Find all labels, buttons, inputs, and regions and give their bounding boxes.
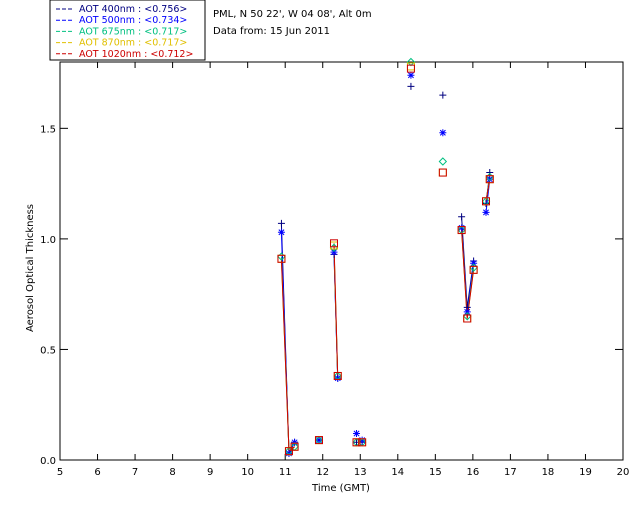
- plus-marker: [407, 82, 415, 90]
- x-tick-label: 19: [579, 467, 592, 478]
- asterisk-marker: [486, 175, 494, 183]
- series-line: [333, 243, 339, 377]
- y-tick-label: 1.5: [40, 124, 56, 135]
- square-marker: [438, 168, 447, 177]
- x-tick-label: 13: [354, 467, 367, 478]
- asterisk-marker: [482, 208, 490, 216]
- y-tick-label: 0.5: [40, 345, 56, 356]
- square-marker: [314, 436, 323, 445]
- plus-marker: [458, 213, 466, 221]
- plus-marker: [439, 91, 447, 99]
- asterisk-marker: [291, 438, 299, 446]
- square-marker: [469, 265, 478, 274]
- square-marker: [482, 197, 491, 206]
- x-tick-label: 9: [207, 467, 213, 478]
- asterisk-marker: [315, 436, 323, 444]
- asterisk-marker: [407, 71, 415, 79]
- asterisk-marker: [330, 248, 338, 256]
- asterisk-marker: [463, 308, 471, 316]
- x-tick-label: 6: [94, 467, 100, 478]
- square-marker: [406, 64, 415, 73]
- asterisk-marker: [439, 129, 447, 137]
- asterisk-marker: [277, 228, 285, 236]
- asterisk-marker: [334, 374, 342, 382]
- x-tick-label: 20: [617, 467, 630, 478]
- square-marker: [485, 175, 494, 184]
- plus-marker: [486, 169, 494, 177]
- asterisk-marker: [358, 436, 366, 444]
- legend-entry: AOT 675nm : <0.717>: [79, 26, 187, 37]
- square-marker: [438, 168, 447, 177]
- site-line: PML, N 50 22', W 04 08', Alt 0m: [213, 9, 372, 20]
- x-tick-label: 10: [241, 467, 254, 478]
- x-tick-label: 12: [316, 467, 329, 478]
- asterisk-marker: [470, 259, 478, 267]
- square-marker: [329, 239, 338, 248]
- date-line: Data from: 15 Jun 2011: [213, 26, 330, 37]
- legend-entry: AOT 500nm : <0.734>: [79, 15, 187, 26]
- series-markers: [277, 57, 494, 457]
- plus-marker: [277, 219, 285, 227]
- y-tick-label: 0.0: [40, 456, 56, 467]
- legend-entry: AOT 870nm : <0.717>: [79, 38, 187, 49]
- square-marker: [358, 438, 367, 447]
- series-line: [461, 229, 475, 319]
- square-marker: [457, 226, 466, 235]
- x-tick-label: 7: [132, 467, 138, 478]
- x-tick-label: 14: [391, 467, 404, 478]
- plus-marker: [482, 200, 490, 208]
- x-tick-label: 17: [504, 467, 517, 478]
- square-marker: [463, 314, 472, 323]
- y-axis-label: Aerosol Optical Thickness: [25, 204, 36, 332]
- x-axis-label: Time (GMT): [311, 483, 370, 494]
- asterisk-marker: [285, 449, 293, 457]
- x-tick-label: 11: [279, 467, 292, 478]
- legend-entry: AOT 1020nm : <0.712>: [79, 49, 193, 60]
- x-axis: 5 6 7 8 9 10 11 12 13 14 15 16 17 18 19 20: [57, 62, 630, 478]
- square-marker: [333, 371, 342, 380]
- x-tick-label: 16: [466, 467, 479, 478]
- square-marker: [290, 442, 299, 451]
- x-tick-label: 8: [169, 467, 175, 478]
- x-tick-label: 15: [429, 467, 442, 478]
- asterisk-marker: [353, 429, 361, 437]
- legend-entry: AOT 400nm : <0.756>: [79, 4, 187, 15]
- series-lines: [280, 172, 491, 454]
- square-marker: [284, 447, 293, 456]
- square-marker: [277, 254, 286, 263]
- legend-box: [49, 0, 206, 61]
- legend: AOT 400nm : <0.756>AOT 500nm : <0.734>AO…: [56, 4, 193, 60]
- y-tick-label: 1.0: [40, 235, 56, 246]
- x-tick-label: 18: [542, 467, 555, 478]
- x-tick-label: 5: [57, 467, 63, 478]
- y-axis: 0.0 0.5 1.0 1.5: [40, 124, 623, 467]
- diamond-marker: [438, 157, 448, 166]
- square-marker: [352, 438, 361, 447]
- plot-frame: [59, 61, 624, 461]
- asterisk-marker: [458, 224, 466, 232]
- square-marker: [406, 62, 415, 71]
